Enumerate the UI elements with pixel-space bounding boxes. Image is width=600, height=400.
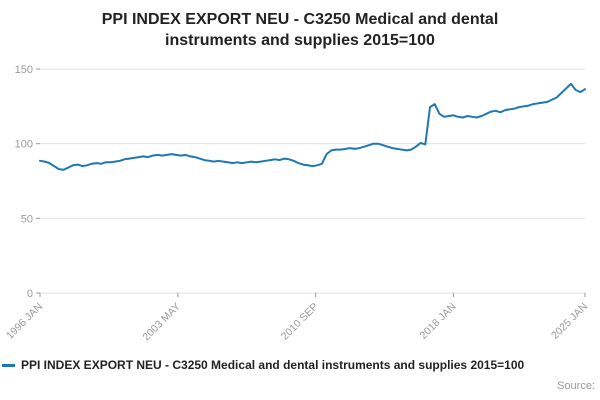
x-tick-label: 2018 JAN bbox=[417, 301, 458, 342]
series-line bbox=[39, 83, 586, 172]
x-tick-label: 2003 MAY bbox=[140, 301, 183, 344]
source-label: Source: bbox=[557, 380, 595, 392]
x-tick-label: 2010 SEP bbox=[279, 301, 321, 343]
legend: PPI INDEX EXPORT NEU - C3250 Medical and… bbox=[2, 358, 599, 372]
legend-line-icon bbox=[2, 363, 15, 367]
chart-title: PPI INDEX EXPORT NEU - C3250 Medical and… bbox=[101, 11, 499, 50]
y-tick-label: 50 bbox=[21, 214, 33, 226]
y-tick-label: 150 bbox=[15, 64, 33, 76]
legend-label: PPI INDEX EXPORT NEU - C3250 Medical and… bbox=[21, 358, 525, 372]
y-tick-label: 100 bbox=[15, 139, 33, 151]
chart-plot: 0 50 100 150 1996 JAN 2003 MAY 2010 SEP 2018 JA… bbox=[4, 64, 590, 344]
x-tick-label: 2025 JAN bbox=[549, 301, 590, 342]
x-tick-label: 1996 JAN bbox=[4, 301, 45, 342]
y-tick-label: 0 bbox=[27, 288, 33, 300]
